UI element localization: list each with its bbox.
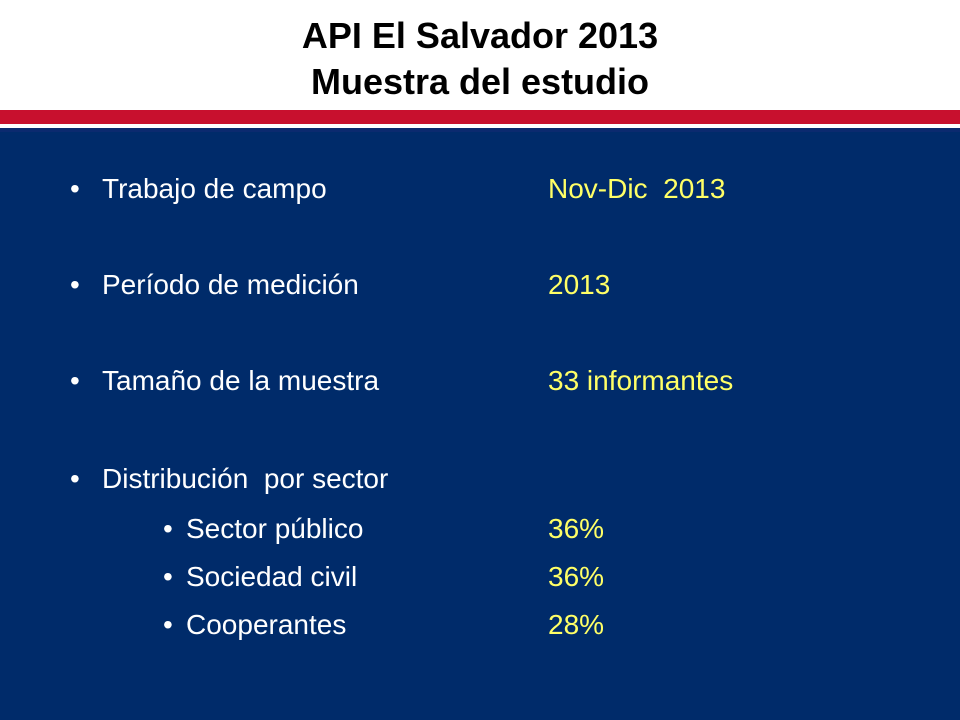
bullet-icon: • [70,463,80,494]
bullet-icon: • [70,269,80,300]
item-label: Distribución por sector [102,463,389,494]
sub-item-label: Sector público [186,513,364,544]
sub-item-value: 28% [548,609,605,640]
slide-title: API El Salvador 2013 [301,15,659,56]
bullet-icon: • [163,609,173,640]
sub-item-value: 36% [548,561,605,592]
item-value: 2013 [548,269,611,300]
bullet-icon: • [163,513,173,544]
item-label: Período de medición [102,269,359,300]
bullet-icon: • [70,365,80,396]
bullet-icon: • [163,561,173,592]
slide-body: • Trabajo de campo Nov-Dic 2013 • Períod… [0,132,960,720]
sub-item-value: 36% [548,513,605,544]
slide-subtitle: Muestra del estudio [310,61,650,102]
red-divider-stripe [0,110,960,124]
item-label: Tamaño de la muestra [102,365,380,396]
white-divider-stripe [0,124,960,128]
sub-item-label: Cooperantes [186,609,347,640]
item-value: Nov-Dic 2013 [548,173,726,204]
blue-divider-stripe [0,128,960,132]
item-label: Trabajo de campo [102,173,327,204]
slide-header: API El Salvador 2013 Muestra del estudio [0,0,960,110]
sub-item-label: Sociedad civil [186,561,358,592]
bullet-icon: • [70,173,80,204]
item-value: 33 informantes [548,365,734,396]
